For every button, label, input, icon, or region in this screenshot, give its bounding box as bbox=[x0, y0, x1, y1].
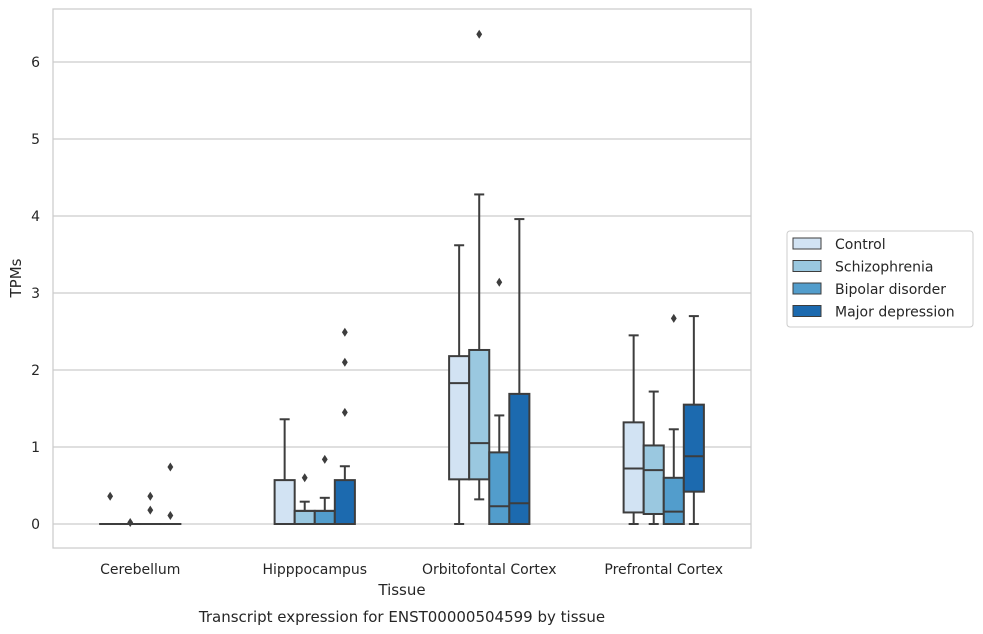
box-body bbox=[313, 509, 336, 526]
x-axis-title: Tissue bbox=[377, 581, 425, 599]
legend-swatch bbox=[792, 237, 822, 250]
legend-label: Control bbox=[835, 237, 886, 253]
box-body bbox=[682, 403, 705, 493]
legend-frame bbox=[786, 230, 974, 328]
box-body bbox=[642, 444, 665, 515]
box-3-1 bbox=[642, 390, 665, 525]
legend-label: Schizophrenia bbox=[835, 260, 933, 276]
box-2-2 bbox=[488, 277, 511, 526]
box-groups bbox=[99, 29, 705, 527]
outlier-point bbox=[147, 491, 154, 501]
box-body bbox=[488, 451, 511, 526]
y-tick-label: 0 bbox=[31, 517, 40, 533]
plot-frame bbox=[52, 8, 752, 549]
chart-caption: Transcript expression for ENST0000050459… bbox=[198, 608, 605, 626]
box-body bbox=[622, 421, 645, 514]
outlier-point bbox=[341, 407, 348, 417]
outlier-point bbox=[147, 505, 154, 515]
outlier-point bbox=[341, 327, 348, 337]
outlier-point bbox=[321, 454, 328, 464]
outlier-point bbox=[476, 29, 483, 39]
y-axis-title: TPMs bbox=[7, 258, 25, 298]
box-3-2 bbox=[662, 313, 685, 525]
box-3-3 bbox=[682, 315, 705, 525]
y-tick-labels: 0 1 2 3 4 5 6 bbox=[31, 55, 40, 533]
outlier-point bbox=[167, 462, 174, 472]
box-1-2 bbox=[313, 454, 336, 526]
box-body bbox=[333, 479, 356, 525]
box-body bbox=[273, 479, 296, 525]
outlier-point bbox=[341, 357, 348, 367]
legend-swatch bbox=[792, 260, 822, 272]
box-body bbox=[293, 509, 316, 526]
x-tick-label: Prefrontal Cortex bbox=[604, 562, 723, 578]
x-tick-label: Orbitofontal Cortex bbox=[422, 562, 557, 578]
box-3-0 bbox=[622, 334, 645, 525]
y-tick-label: 1 bbox=[31, 440, 40, 456]
y-tick-label: 6 bbox=[31, 55, 40, 71]
box-0-0 bbox=[99, 491, 122, 526]
box-2-3 bbox=[508, 218, 531, 525]
box-body bbox=[662, 476, 685, 525]
box-1-1 bbox=[293, 473, 316, 526]
y-tick-label: 5 bbox=[31, 132, 40, 148]
box-body bbox=[468, 348, 491, 481]
box-body bbox=[508, 392, 531, 525]
legend: Control Schizophrenia Bipolar disorder Majo… bbox=[786, 230, 974, 328]
x-tick-label: Cerebellum bbox=[100, 562, 180, 578]
legend-label: Major depression bbox=[835, 305, 955, 321]
outlier-point bbox=[167, 511, 174, 521]
x-tick-labels: Cerebellum Hipppocampus Orbitofontal Corte… bbox=[100, 562, 723, 578]
legend-label: Bipolar disorder bbox=[835, 282, 946, 298]
legend-swatch bbox=[792, 282, 822, 295]
legend-swatch bbox=[792, 305, 822, 317]
box-body bbox=[448, 355, 471, 481]
outlier-point bbox=[107, 491, 114, 501]
outlier-point bbox=[301, 473, 308, 483]
x-tick-label: Hipppocampus bbox=[262, 562, 367, 578]
y-tick-label: 2 bbox=[31, 363, 40, 379]
y-tick-label: 4 bbox=[31, 209, 40, 225]
box-2-1 bbox=[468, 29, 491, 501]
box-1-3 bbox=[333, 327, 356, 525]
outlier-point bbox=[670, 313, 677, 323]
box-0-3 bbox=[159, 462, 182, 526]
outlier-point bbox=[127, 517, 134, 527]
outlier-point bbox=[496, 277, 503, 287]
y-tick-label: 3 bbox=[31, 286, 40, 302]
box-1-0 bbox=[273, 418, 296, 525]
